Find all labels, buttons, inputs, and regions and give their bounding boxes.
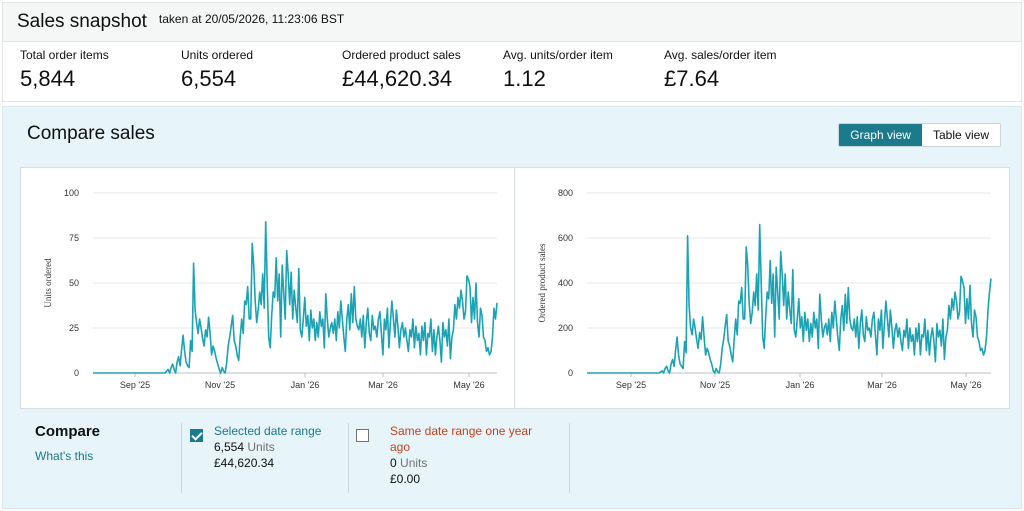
- x-tick-label: Mar '26: [867, 380, 897, 390]
- y-axis-label: Units ordered: [43, 258, 53, 308]
- metric-ordered-product-sales: Ordered product sales £44,620.34: [342, 48, 461, 92]
- y-tick-label: 75: [69, 233, 79, 243]
- y-tick-label: 0: [74, 368, 79, 378]
- y-tick-label: 600: [558, 233, 573, 243]
- previous-units-label: Units: [400, 456, 428, 470]
- metric-label: Avg. units/order item: [503, 48, 613, 62]
- compare-sales-title: Compare sales: [27, 123, 155, 144]
- y-tick-label: 0: [568, 368, 573, 378]
- y-tick-label: 200: [558, 323, 573, 333]
- x-tick-label: Jan '26: [786, 380, 815, 390]
- previous-year-label-line1: Same date range one year: [390, 424, 533, 438]
- y-tick-label: 400: [558, 278, 573, 288]
- metric-value: 1.12: [503, 66, 546, 91]
- metric-label: Total order items: [20, 48, 109, 62]
- ordered-product-sales-chart: 0 200 400 600 800 Sep '25 Nov '25 Jan '26 Mar '2…: [514, 167, 1010, 409]
- selected-range-checkbox[interactable]: [190, 429, 203, 442]
- y-tick-label: 50: [69, 278, 79, 288]
- previous-year-checkbox[interactable]: [356, 429, 369, 442]
- x-tick-label: Nov '25: [205, 380, 235, 390]
- x-tick-label: Jan '26: [291, 380, 320, 390]
- table-view-button[interactable]: Table view: [921, 124, 1000, 146]
- y-tick-label: 25: [69, 323, 79, 333]
- compare-legend-area: Compare What's this Selected date range …: [3, 423, 1023, 510]
- metric-label: Ordered product sales: [342, 48, 461, 62]
- selected-units-label: Units: [247, 440, 275, 454]
- compare-sales-panel: Compare sales Graph view Table view 0 25 5…: [2, 106, 1022, 509]
- previous-sales-value: £0.00: [390, 472, 421, 486]
- units-ordered-chart-svg: 0 25 50 75 100 Sep '25 Nov '25 Jan '26 Mar '26 Ma…: [43, 188, 498, 390]
- metric-label: Units ordered: [181, 48, 254, 62]
- selected-units-value: 6,554: [214, 440, 245, 454]
- view-toggle: Graph view Table view: [838, 123, 1001, 147]
- page-title: Sales snapshot: [17, 11, 147, 32]
- x-tick-label: May '26: [453, 380, 484, 390]
- previous-year-label-line2: ago: [390, 440, 411, 454]
- x-tick-label: Mar '26: [368, 380, 398, 390]
- compare-heading: Compare: [35, 423, 101, 440]
- x-tick-label: Sep '25: [120, 380, 150, 390]
- metric-total-order-items: Total order items 5,844: [20, 48, 109, 92]
- x-tick-label: Nov '25: [700, 380, 730, 390]
- whats-this-link[interactable]: What's this: [35, 449, 94, 463]
- series-line: [587, 223, 992, 374]
- snapshot-timestamp: taken at 20/05/2026, 11:23:06 BST: [158, 12, 345, 26]
- metric-units-ordered: Units ordered 6,554: [181, 48, 253, 92]
- x-tick-label: May '26: [950, 380, 981, 390]
- metric-value: 6,554: [181, 66, 237, 91]
- divider: [348, 423, 349, 493]
- selected-range-option: Selected date range 6,554 Units £44,620.…: [214, 423, 321, 471]
- metric-avg-units-per-item: Avg. units/order item 1.12: [503, 48, 613, 92]
- metric-avg-sales-per-item: Avg. sales/order item £7.64: [664, 48, 777, 92]
- y-axis-label: Ordered product sales: [537, 243, 547, 322]
- selected-sales-value: £44,620.34: [214, 456, 275, 470]
- metric-label: Avg. sales/order item: [664, 48, 777, 62]
- units-ordered-chart: 0 25 50 75 100 Sep '25 Nov '25 Jan '26 Mar '26 Ma…: [20, 167, 515, 409]
- graph-view-button[interactable]: Graph view: [839, 124, 922, 146]
- metrics-bar: Total order items 5,844 Units ordered 6,…: [2, 42, 1022, 102]
- sales-snapshot-header: Sales snapshot taken at 20/05/2026, 11:2…: [2, 2, 1022, 42]
- metric-value: £7.64: [664, 66, 720, 91]
- y-tick-label: 800: [558, 188, 573, 198]
- y-tick-label: 100: [64, 188, 79, 198]
- metric-value: £44,620.34: [342, 66, 453, 91]
- selected-range-label: Selected date range: [214, 424, 322, 438]
- metric-value: 5,844: [20, 66, 76, 91]
- x-tick-label: Sep '25: [616, 380, 646, 390]
- divider: [181, 423, 182, 493]
- ordered-product-sales-chart-svg: 0 200 400 600 800 Sep '25 Nov '25 Jan '26 Mar '2…: [537, 188, 992, 390]
- previous-units-value: 0: [390, 456, 397, 470]
- series-line: [93, 220, 498, 374]
- previous-year-option: Same date range one year ago 0 Units £0.…: [390, 423, 532, 487]
- divider: [569, 423, 570, 493]
